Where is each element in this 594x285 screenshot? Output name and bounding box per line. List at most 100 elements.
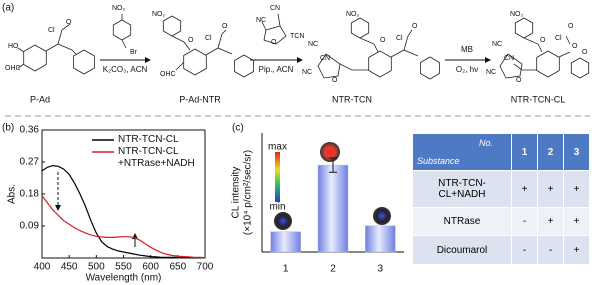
atom: NO₂: [112, 5, 126, 12]
x-tick-label: 450: [61, 262, 78, 273]
compound-name: NTR-TCN: [332, 94, 372, 104]
atom: CN: [320, 55, 330, 62]
atom: Cl: [555, 35, 562, 42]
ring: [263, 25, 287, 45]
reagent: MB: [461, 45, 473, 54]
conditions: O₂, hν: [456, 65, 478, 74]
atom: OHC: [160, 71, 176, 78]
bond: [17, 63, 25, 69]
conditions: K₂CO₃, ACN: [103, 65, 148, 74]
bar: [317, 164, 349, 253]
ring: [234, 54, 254, 78]
colorbar-label: max: [268, 142, 287, 153]
atom: Cl: [205, 35, 212, 42]
col-header: 1: [511, 133, 538, 171]
bond: [171, 35, 191, 51]
atom: NC: [308, 41, 318, 48]
atom: HO: [8, 43, 19, 50]
atom: Cl: [396, 35, 403, 42]
mouse-image: [373, 207, 391, 225]
mouse-image: [274, 212, 292, 230]
ring: [514, 17, 534, 39]
cell: +: [563, 207, 590, 236]
bond: [513, 63, 537, 71]
x-tick-label: 2: [330, 264, 336, 275]
x-axis-label: Wavelength (nm): [86, 273, 162, 284]
bond: [45, 43, 73, 52]
bond: [71, 49, 77, 55]
atom: NO₂: [346, 11, 360, 18]
bar: [270, 231, 301, 253]
table-header: No. Substance 1 2 3: [412, 133, 590, 171]
ring: [536, 50, 560, 78]
atom: O: [188, 37, 194, 44]
bond: [205, 47, 233, 56]
cell: -: [511, 235, 538, 265]
ring: [499, 53, 523, 79]
panel-label: (c): [232, 123, 244, 134]
panel-label: (a): [2, 3, 14, 14]
atom: NO₂: [510, 11, 524, 18]
corner-row: Substance: [417, 156, 460, 166]
atom: NC: [486, 69, 496, 76]
ring: [317, 53, 341, 79]
y-axis-label: (×10⁴ p/cm²/sec/sr): [243, 150, 254, 235]
atom: NC: [302, 69, 312, 76]
table-row: NTR-TCN-CL+NADH + + +: [412, 170, 590, 208]
corner-cell: No. Substance: [412, 133, 512, 171]
col-header: 3: [563, 133, 590, 171]
atom: TCN: [290, 33, 304, 40]
x-tick-label: 600: [142, 262, 159, 273]
compound-name: NTR-TCN-CL: [511, 94, 566, 104]
atom: O: [66, 19, 72, 26]
corner-col: No.: [478, 138, 493, 148]
atom: O: [582, 49, 588, 56]
table-row: Dicoumarol - - +: [412, 235, 590, 265]
legend-entry: NTR-TCN-CL: [118, 134, 179, 145]
bond: [175, 61, 185, 71]
col-header: 2: [537, 133, 564, 171]
atom: CN: [270, 5, 280, 12]
cell: +: [537, 170, 564, 208]
bond: [277, 13, 281, 27]
x-tick-label: 500: [88, 262, 105, 273]
legend-entry: NTR-TCN-CL +NTRase+NADH: [118, 146, 195, 169]
ring: [23, 44, 47, 72]
ring: [570, 57, 590, 79]
structures: [17, 13, 590, 80]
y-axis-label: CL intensity: [231, 167, 242, 219]
compound-name: P-Ad-NTR: [179, 94, 221, 104]
ring: [183, 48, 207, 76]
bond: [339, 63, 369, 71]
y-axis-label: Abs.: [7, 184, 18, 204]
y-tick-label: 0.27: [20, 157, 40, 168]
cell: +: [537, 207, 564, 236]
atom: O: [332, 77, 338, 84]
y-tick-label: 0.36: [20, 125, 40, 136]
cell: -: [511, 207, 538, 236]
bond: [565, 35, 571, 45]
panel-label: (b): [2, 123, 14, 134]
bond: [523, 37, 543, 53]
table: No. Substance 1 2 3 NTR-TCN-CL+NADH + + …: [412, 133, 590, 265]
bar: [365, 225, 396, 253]
bond: [17, 47, 25, 53]
x-tick-label: 400: [34, 262, 51, 273]
atom: O: [222, 23, 228, 30]
line-series: [41, 195, 206, 259]
legend: NTR-TCN-CL NTR-TCN-CL +NTRase+NADH: [118, 134, 208, 170]
bond: [359, 37, 379, 53]
atom: NC: [256, 17, 266, 24]
bond: [558, 51, 571, 58]
bond: [121, 39, 127, 49]
row-label: NTR-TCN-CL+NADH: [412, 170, 512, 208]
atom: O: [271, 39, 277, 46]
cell: -: [537, 235, 564, 265]
atom: NC: [492, 41, 502, 48]
ring: [350, 17, 370, 39]
row-label: Dicoumarol: [412, 235, 512, 265]
atom: O: [380, 37, 386, 44]
x-tick-label: 700: [197, 262, 214, 273]
atom: O: [540, 37, 546, 44]
